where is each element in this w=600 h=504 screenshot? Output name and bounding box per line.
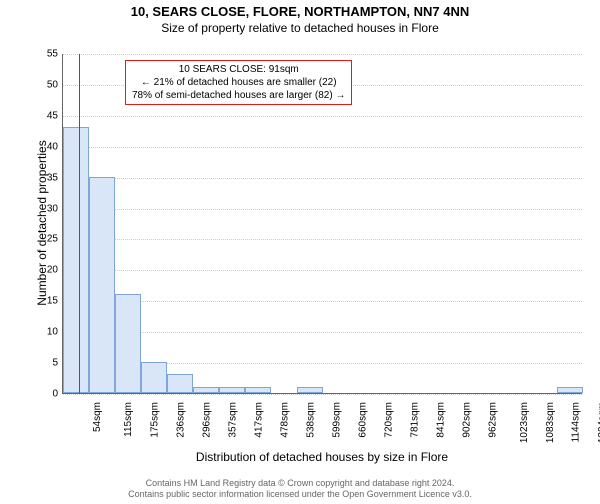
y-tick-label: 10 xyxy=(0,327,58,338)
grid-line xyxy=(63,147,582,148)
reference-line xyxy=(79,54,80,393)
x-tick-label: 1083sqm xyxy=(545,402,556,443)
y-tick-label: 30 xyxy=(0,203,58,214)
x-tick-label: 417sqm xyxy=(254,402,265,438)
annotation-box: 10 SEARS CLOSE: 91sqm← 21% of detached h… xyxy=(125,60,352,105)
x-tick-label: 357sqm xyxy=(228,402,239,438)
grid-line xyxy=(63,239,582,240)
x-tick-label: 175sqm xyxy=(150,402,161,438)
grid-line xyxy=(63,209,582,210)
histogram-bar xyxy=(557,387,583,393)
grid-line xyxy=(63,116,582,117)
histogram-bar xyxy=(245,387,271,393)
x-tick-label: 660sqm xyxy=(358,402,369,438)
histogram-bar xyxy=(219,387,245,393)
x-tick-label: 296sqm xyxy=(202,402,213,438)
y-tick-label: 45 xyxy=(0,110,58,121)
x-tick-label: 781sqm xyxy=(410,402,421,438)
annotation-line: 10 SEARS CLOSE: 91sqm xyxy=(132,63,345,76)
histogram-bar xyxy=(297,387,323,393)
y-tick-label: 35 xyxy=(0,172,58,183)
grid-line xyxy=(63,270,582,271)
plot-area: 10 SEARS CLOSE: 91sqm← 21% of detached h… xyxy=(62,54,582,394)
histogram-bar xyxy=(89,177,115,393)
grid-line xyxy=(63,54,582,55)
histogram-bar xyxy=(193,387,219,393)
x-tick-label: 538sqm xyxy=(306,402,317,438)
y-tick-label: 55 xyxy=(0,49,58,60)
y-tick-label: 50 xyxy=(0,79,58,90)
y-tick-label: 0 xyxy=(0,389,58,400)
x-tick-label: 1023sqm xyxy=(519,402,530,443)
chart-subtitle: Size of property relative to detached ho… xyxy=(0,21,600,35)
x-tick-label: 1144sqm xyxy=(570,402,581,442)
chart-title: 10, SEARS CLOSE, FLORE, NORTHAMPTON, NN7… xyxy=(0,4,600,19)
histogram-bar xyxy=(167,374,193,393)
x-tick-label: 54sqm xyxy=(92,402,103,432)
histogram-bar xyxy=(115,294,141,393)
footer-line2: Contains public sector information licen… xyxy=(0,489,600,500)
y-tick-label: 40 xyxy=(0,141,58,152)
chart-container: 10, SEARS CLOSE, FLORE, NORTHAMPTON, NN7… xyxy=(0,4,600,504)
grid-line xyxy=(63,178,582,179)
x-tick-label: 236sqm xyxy=(176,402,187,438)
y-tick-label: 15 xyxy=(0,296,58,307)
x-tick-label: 841sqm xyxy=(436,402,447,438)
x-tick-label: 115sqm xyxy=(123,402,134,437)
grid-line xyxy=(63,394,582,395)
histogram-bar xyxy=(141,362,167,393)
x-tick-label: 720sqm xyxy=(384,402,395,438)
annotation-line: ← 21% of detached houses are smaller (22… xyxy=(132,76,345,89)
x-axis-label: Distribution of detached houses by size … xyxy=(62,450,582,464)
footer-line1: Contains HM Land Registry data © Crown c… xyxy=(0,478,600,489)
y-tick-label: 20 xyxy=(0,265,58,276)
footer-text: Contains HM Land Registry data © Crown c… xyxy=(0,478,600,500)
histogram-bar xyxy=(63,127,89,393)
x-tick-label: 902sqm xyxy=(462,402,473,438)
x-tick-label: 962sqm xyxy=(488,402,499,438)
y-tick-label: 5 xyxy=(0,358,58,369)
y-tick-label: 25 xyxy=(0,234,58,245)
annotation-line: 78% of semi-detached houses are larger (… xyxy=(132,89,345,102)
x-tick-label: 478sqm xyxy=(280,402,291,438)
x-tick-label: 599sqm xyxy=(332,402,343,438)
